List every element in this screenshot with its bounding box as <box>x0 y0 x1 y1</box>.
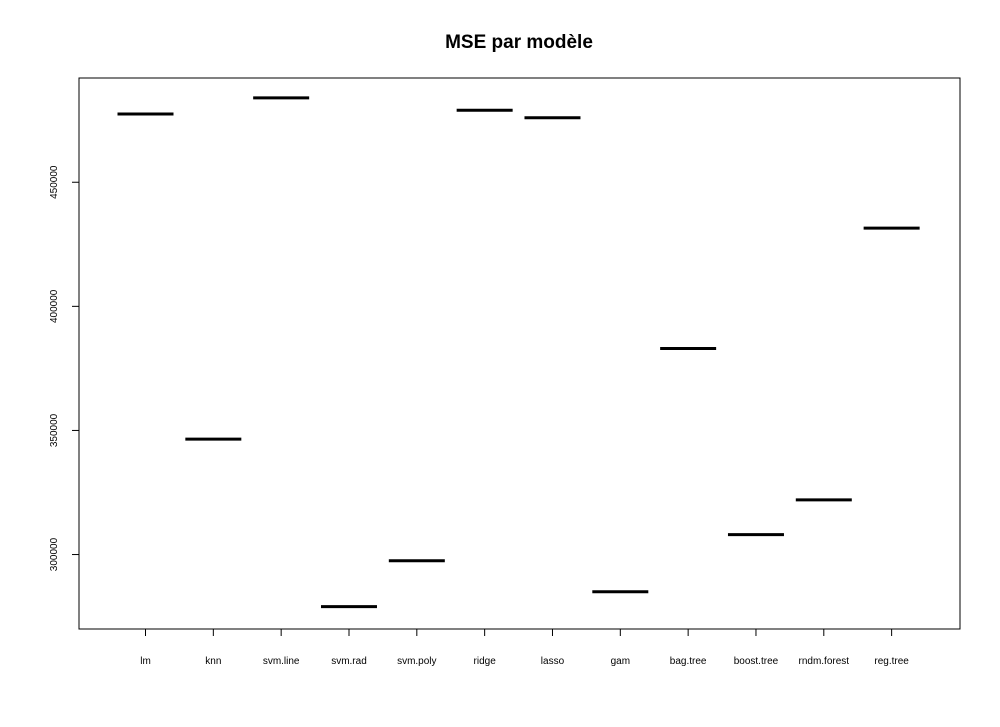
x-tick-label: ridge <box>474 656 497 667</box>
x-tick-label: svm.line <box>263 656 300 667</box>
y-tick-label: 400000 <box>49 289 60 323</box>
y-tick-label: 450000 <box>49 165 60 199</box>
x-tick-label: lasso <box>541 656 565 667</box>
x-tick-label: boost.tree <box>734 656 779 667</box>
x-axis: lm knn svm.line svm.rad svm.poly ridge lasso ga… <box>140 628 909 667</box>
y-axis: 300000 350000 400000 450000 <box>49 165 80 571</box>
plot-frame <box>78 77 961 630</box>
x-tick-label: gam <box>611 656 630 667</box>
x-tick-label: reg.tree <box>874 656 909 667</box>
x-tick-label: knn <box>205 656 221 667</box>
median-lines <box>117 96 920 609</box>
chart-title: MSE par modèle <box>445 32 593 53</box>
x-tick-label: svm.rad <box>331 656 367 667</box>
x-tick-label: rndm.forest <box>799 656 850 667</box>
x-tick-label: lm <box>140 656 151 667</box>
x-tick-label: bag.tree <box>670 656 707 667</box>
x-tick-label: svm.poly <box>397 656 436 667</box>
y-tick-label: 300000 <box>49 537 60 571</box>
y-tick-label: 350000 <box>49 413 60 447</box>
